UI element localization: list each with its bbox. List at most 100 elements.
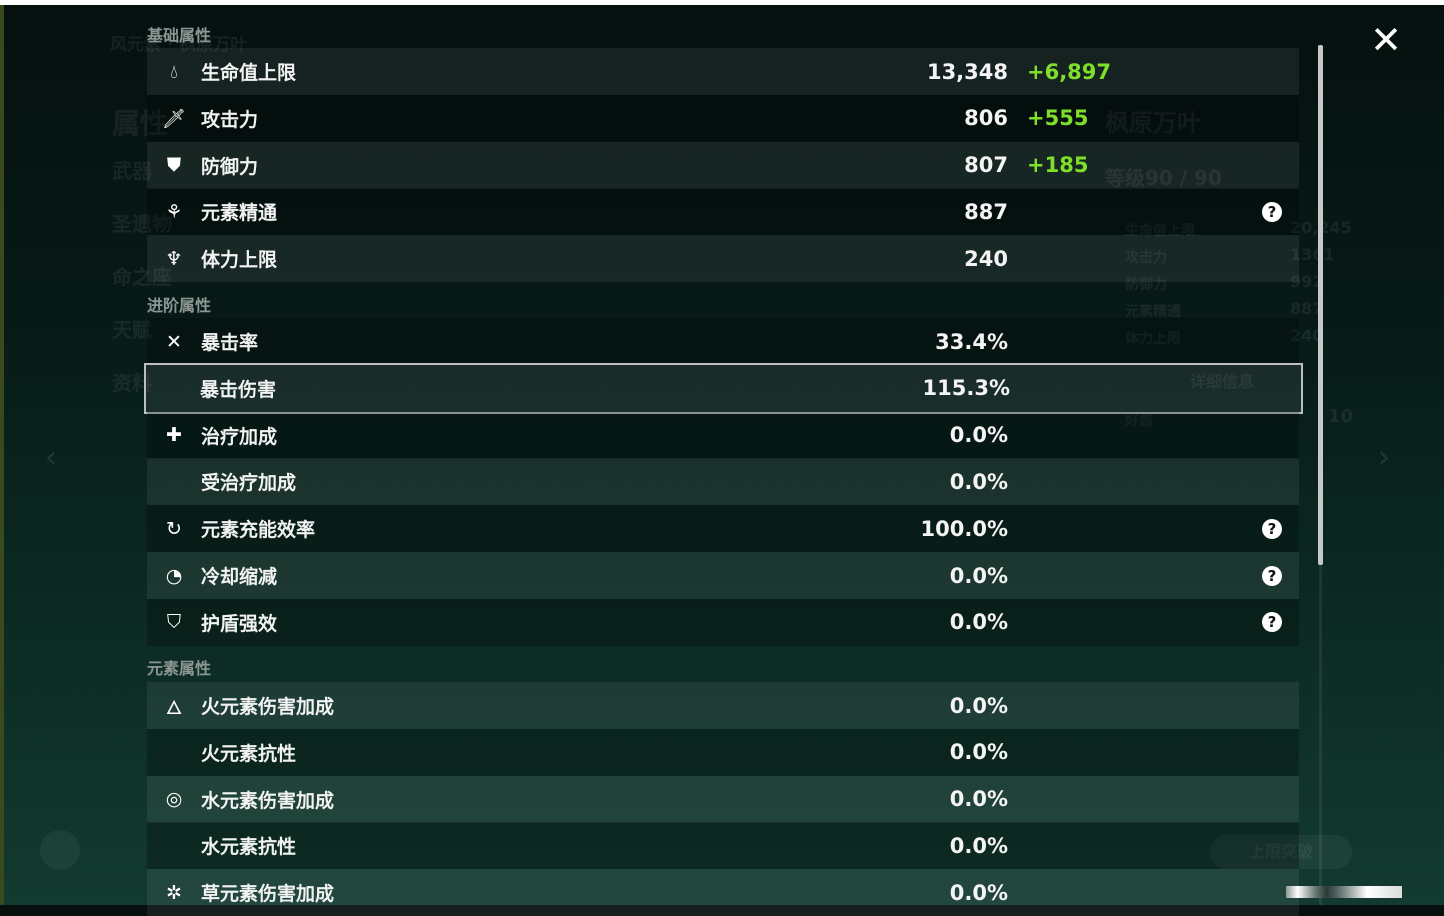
stat-row[interactable]: ⚘ 元素精通 887? (147, 188, 1299, 236)
stat-value: 0.0% (949, 423, 1008, 448)
stat-label: 体力上限 (201, 249, 278, 272)
bg-summary-label: 体力上限 (1125, 331, 1181, 347)
stat-label: 火元素伤害加成 (201, 696, 335, 718)
stat-row[interactable]: ↻ 元素充能效率 100.0%? (147, 505, 1299, 553)
shield-strength-icon: ⛉ (166, 611, 182, 634)
section-title: 基础属性 (147, 26, 212, 45)
bg-side-menu-item: 圣遗物 (112, 212, 172, 236)
watermark (1286, 886, 1402, 898)
stat-row[interactable]: ⛊ 防御力 807 +185 (147, 141, 1299, 189)
bg-side-menu-item: 天赋 (112, 318, 152, 342)
window-top-edge (0, 0, 1444, 5)
dendro-icon: ✲ (166, 881, 182, 904)
crit-dmg-icon (162, 377, 184, 399)
bg-summary-value: 887 (1290, 299, 1324, 318)
bg-summary-label: 防御力 (1125, 277, 1167, 293)
section-title: 进阶属性 (147, 296, 212, 315)
stat-value: 240 (964, 246, 1008, 271)
stat-row[interactable]: ✚ 治疗加成 0.0% (147, 411, 1299, 459)
bg-summary-value: 240 (1290, 326, 1324, 345)
stat-value: 887 (964, 199, 1008, 224)
stat-value: 33.4% (935, 329, 1008, 354)
stat-value: 0.0% (949, 787, 1008, 812)
close-button[interactable]: ✕ (1370, 18, 1402, 62)
stat-label: 水元素伤害加成 (201, 789, 335, 812)
stat-row[interactable]: 🗡︎ 攻击力 806 +555 (147, 94, 1299, 142)
pyro-icon: 🜂 (165, 697, 183, 719)
stat-row[interactable]: ◔ 冷却缩减 0.0%? (147, 552, 1299, 599)
stat-row[interactable]: ♆ 体力上限 240 (147, 235, 1299, 283)
stat-value: 0.0% (949, 563, 1008, 588)
stat-row[interactable]: 受治疗加成 0.0% (147, 458, 1299, 506)
stat-row[interactable]: 暴击伤害 115.3% (144, 362, 1303, 414)
stat-label: 元素精通 (201, 202, 278, 225)
energy-recharge-icon: ↻ (166, 517, 182, 540)
stat-value: 0.0% (949, 693, 1008, 718)
stat-label: 治疗加成 (201, 425, 278, 448)
bg-side-menu-item: 属性 (112, 107, 169, 140)
bg-character-name: 枫原万叶 (1105, 109, 1201, 137)
stat-label: 火元素抗性 (201, 742, 297, 765)
stat-value: 100.0% (920, 516, 1008, 541)
hydro-icon: ◎ (165, 788, 183, 811)
bg-side-menu-item: 命之座 (112, 265, 172, 289)
scrollbar-thumb[interactable] (1318, 45, 1323, 565)
stat-label: 护盾强效 (201, 612, 278, 635)
stat-value: 115.3% (922, 376, 1010, 401)
bg-side-menu-item: 资料 (112, 371, 152, 395)
prev-arrow-icon: ‹ (45, 440, 57, 475)
elemental-mastery-icon: ⚘ (165, 200, 183, 223)
stat-row[interactable]: ✲ 草元素伤害加成 0.0% (147, 869, 1299, 916)
bg-ascend-button: 上限突破 (1210, 835, 1352, 869)
sword-icon: 🗡︎ (161, 107, 187, 130)
stat-label: 受治疗加成 (201, 472, 297, 495)
stat-label: 防御力 (201, 155, 259, 178)
bg-summary-value: 1361 (1290, 245, 1335, 264)
stat-label: 暴击率 (201, 332, 259, 354)
section-title: 元素属性 (147, 659, 212, 678)
stat-label: 冷却缩减 (201, 566, 278, 588)
stat-label: 暴击伤害 (200, 378, 277, 401)
help-icon[interactable]: ? (1262, 201, 1282, 222)
bg-details-button: 详细信息 (1190, 372, 1255, 391)
bg-level: 等级90 / 90 (1105, 166, 1222, 190)
stat-row[interactable]: ✕ 暴击率 33.4% (147, 318, 1299, 365)
stat-label: 草元素伤害加成 (201, 883, 335, 906)
stat-bonus: +555 (1027, 106, 1089, 131)
bg-friendship-value: 10 (1328, 406, 1354, 427)
help-icon[interactable]: ? (1262, 518, 1282, 539)
bg-character-title: 风元素 · 枫原万叶 (110, 35, 248, 55)
crit-rate-icon: ✕ (166, 330, 182, 353)
bg-summary-value: 992 (1290, 272, 1324, 291)
bg-summary-label: 攻击力 (1125, 250, 1167, 266)
stat-label: 生命值上限 (201, 62, 297, 84)
stat-value: 0.0% (949, 880, 1008, 905)
stat-value: 807 (964, 153, 1008, 178)
stat-row[interactable]: 🜂 火元素伤害加成 0.0% (147, 682, 1299, 729)
hp-drop-icon: 💧︎ (170, 60, 178, 83)
bg-friendship-label: 好感 (1125, 413, 1153, 429)
stat-row[interactable]: 💧︎ 生命值上限 13,348 +6,897 (147, 48, 1299, 95)
stat-row[interactable]: ◎ 水元素伤害加成 0.0% (147, 775, 1299, 823)
next-arrow-icon: › (1378, 440, 1390, 475)
stat-bonus: +185 (1027, 153, 1089, 178)
help-icon[interactable]: ? (1262, 612, 1282, 633)
bg-summary-label: 生命值上限 (1125, 223, 1195, 239)
shield-icon: ⛊ (166, 154, 182, 177)
stat-label: 元素充能效率 (201, 519, 316, 542)
bg-summary-label: 元素精通 (1125, 304, 1181, 320)
stat-row[interactable]: ⛉ 护盾强效 0.0%? (147, 598, 1299, 646)
stat-row[interactable]: 水元素抗性 0.0% (147, 822, 1299, 870)
stat-value: 806 (964, 106, 1008, 131)
grid-menu-icon (40, 830, 80, 870)
stat-value: 0.0% (949, 610, 1008, 635)
stat-value: 13,348 (926, 59, 1008, 84)
stat-row[interactable]: 火元素抗性 0.0% (147, 728, 1299, 776)
stat-value: 0.0% (949, 469, 1008, 494)
help-icon[interactable]: ? (1262, 565, 1282, 586)
stamina-icon: ♆ (165, 247, 183, 270)
bg-side-menu-item: 武器 (112, 159, 152, 183)
stat-label: 攻击力 (201, 108, 259, 131)
stat-value: 0.0% (949, 740, 1008, 765)
healing-cross-icon: ✚ (166, 424, 182, 447)
